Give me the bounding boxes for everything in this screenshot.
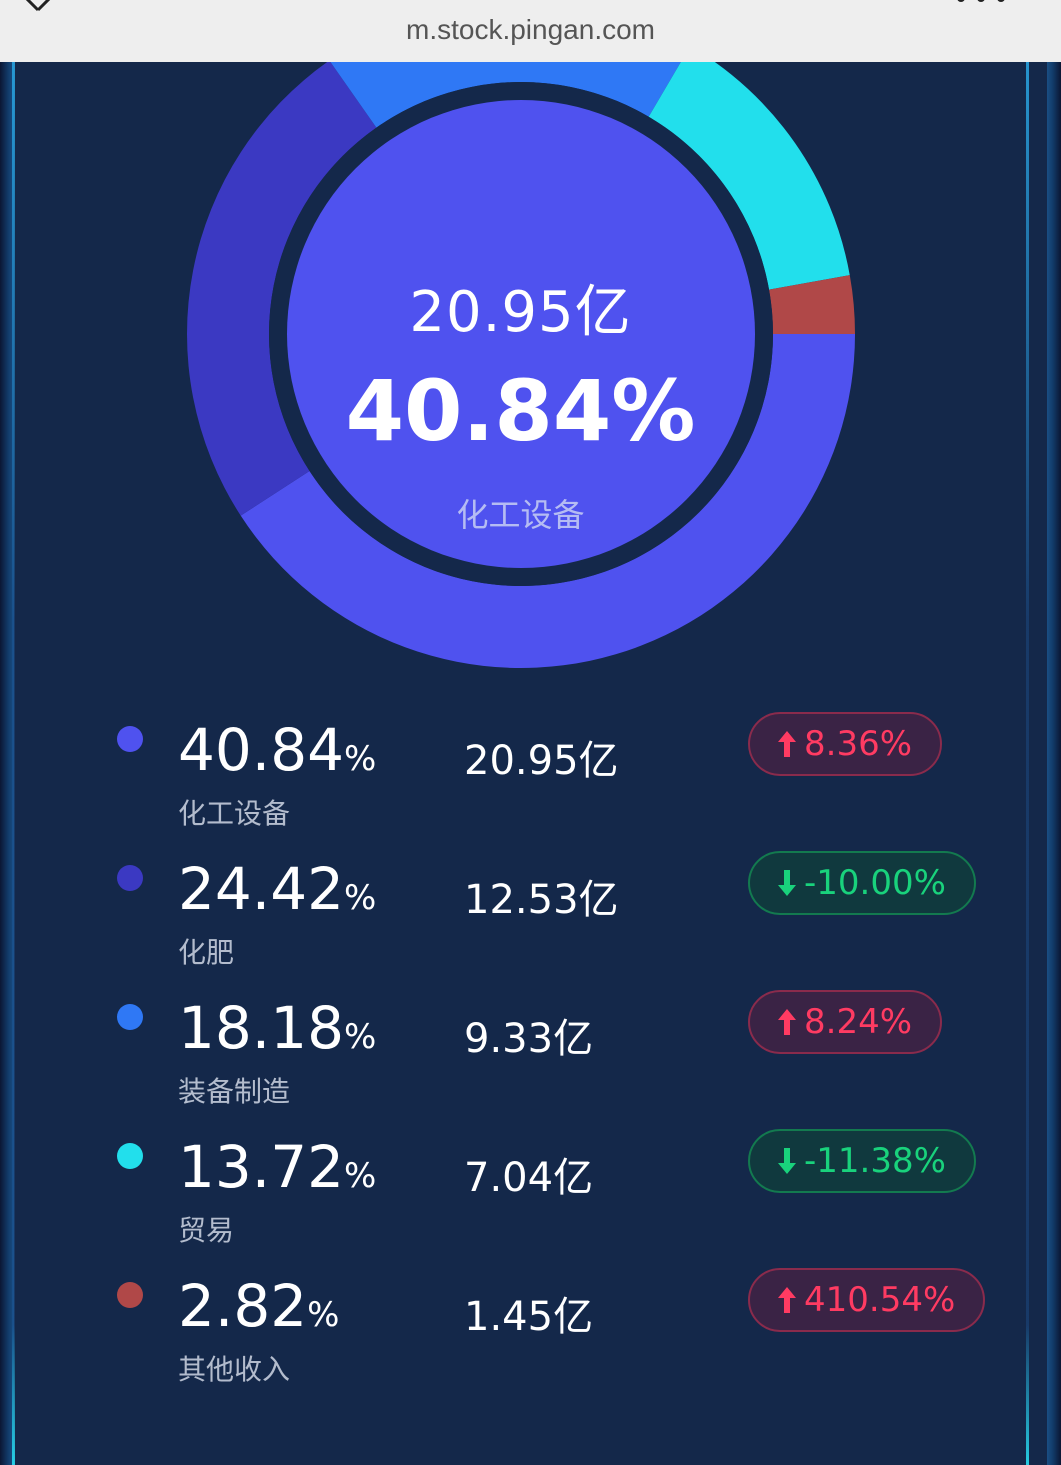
- legend-dot: [117, 1282, 143, 1308]
- legend-name: 化肥: [178, 936, 235, 969]
- legend-item[interactable]: 13.72% 贸易 7.04亿 -11.38%: [0, 1129, 1061, 1259]
- arrow-down-icon: [778, 870, 796, 896]
- arrow-up-icon: [778, 731, 796, 757]
- donut-slice-4[interactable]: [648, 62, 850, 290]
- donut-slice-5[interactable]: [769, 275, 855, 334]
- close-icon[interactable]: [16, 0, 56, 20]
- arrow-up-icon: [778, 1009, 796, 1035]
- legend-item[interactable]: 18.18% 装备制造 9.33亿 8.24%: [0, 990, 1061, 1120]
- arrow-down-icon: [778, 1148, 796, 1174]
- donut-center-amount: 20.95亿: [409, 280, 632, 345]
- legend-amount: 1.45亿: [464, 1294, 594, 1340]
- legend-name: 装备制造: [178, 1075, 291, 1108]
- legend-item[interactable]: 2.82% 其他收入 1.45亿 410.54%: [0, 1268, 1061, 1398]
- url-text[interactable]: m.stock.pingan.com: [406, 14, 655, 45]
- donut-slice-2[interactable]: [187, 62, 377, 516]
- arrow-up-icon: [778, 1287, 796, 1313]
- panel-left-edge-line: [12, 62, 15, 1465]
- browser-toolbar: m.stock.pingan.com: [0, 0, 1061, 63]
- legend-percent: 2.82%: [178, 1272, 340, 1340]
- legend-percent: 18.18%: [178, 994, 377, 1062]
- revenue-composition-panel: 20.95亿 40.84% 化工设备 40.84% 化工设备 20.95亿 8.…: [0, 62, 1061, 1465]
- legend-percent: 24.42%: [178, 855, 377, 923]
- legend-item[interactable]: 24.42% 化肥 12.53亿 -10.00%: [0, 851, 1061, 981]
- panel-left-border: [0, 62, 14, 1465]
- legend-amount: 9.33亿: [464, 1016, 594, 1062]
- donut-center-name: 化工设备: [456, 496, 585, 534]
- legend-item[interactable]: 40.84% 化工设备 20.95亿 8.36%: [0, 712, 1061, 842]
- legend-amount: 20.95亿: [464, 738, 619, 784]
- legend-dot: [117, 726, 143, 752]
- legend-name: 化工设备: [178, 797, 291, 830]
- donut-center-percent: 40.84%: [345, 362, 696, 460]
- revenue-donut-chart: [187, 62, 855, 668]
- donut-slice-3[interactable]: [329, 62, 690, 128]
- change-badge: -10.00%: [748, 851, 976, 915]
- legend-dot: [117, 1004, 143, 1030]
- more-menu-icon[interactable]: [953, 0, 1013, 6]
- legend-dot: [117, 865, 143, 891]
- panel-right-border: [1047, 62, 1061, 1465]
- change-badge: 8.24%: [748, 990, 943, 1054]
- legend-dot: [117, 1143, 143, 1169]
- change-badge: -11.38%: [748, 1129, 976, 1193]
- panel-right-edge-line: [1026, 62, 1029, 1465]
- legend-percent: 13.72%: [178, 1133, 377, 1201]
- legend-percent: 40.84%: [178, 716, 377, 784]
- legend-amount: 7.04亿: [464, 1155, 594, 1201]
- legend-amount: 12.53亿: [464, 877, 619, 923]
- donut-center-disc: [287, 100, 755, 568]
- change-badge: 8.36%: [748, 712, 943, 776]
- legend-name: 其他收入: [178, 1353, 291, 1386]
- change-badge: 410.54%: [748, 1268, 986, 1332]
- donut-slice-1[interactable]: [240, 334, 855, 668]
- legend-name: 贸易: [178, 1214, 235, 1247]
